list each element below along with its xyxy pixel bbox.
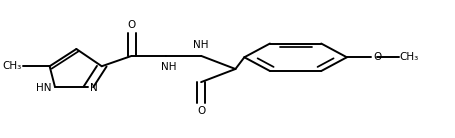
Text: O: O xyxy=(197,106,205,116)
Text: CH₃: CH₃ xyxy=(399,52,418,62)
Text: NH: NH xyxy=(193,40,208,50)
Text: N: N xyxy=(90,83,98,93)
Text: O: O xyxy=(127,20,136,30)
Text: HN: HN xyxy=(36,83,51,93)
Text: CH₃: CH₃ xyxy=(2,61,21,71)
Text: NH: NH xyxy=(161,62,176,72)
Text: O: O xyxy=(372,52,380,62)
